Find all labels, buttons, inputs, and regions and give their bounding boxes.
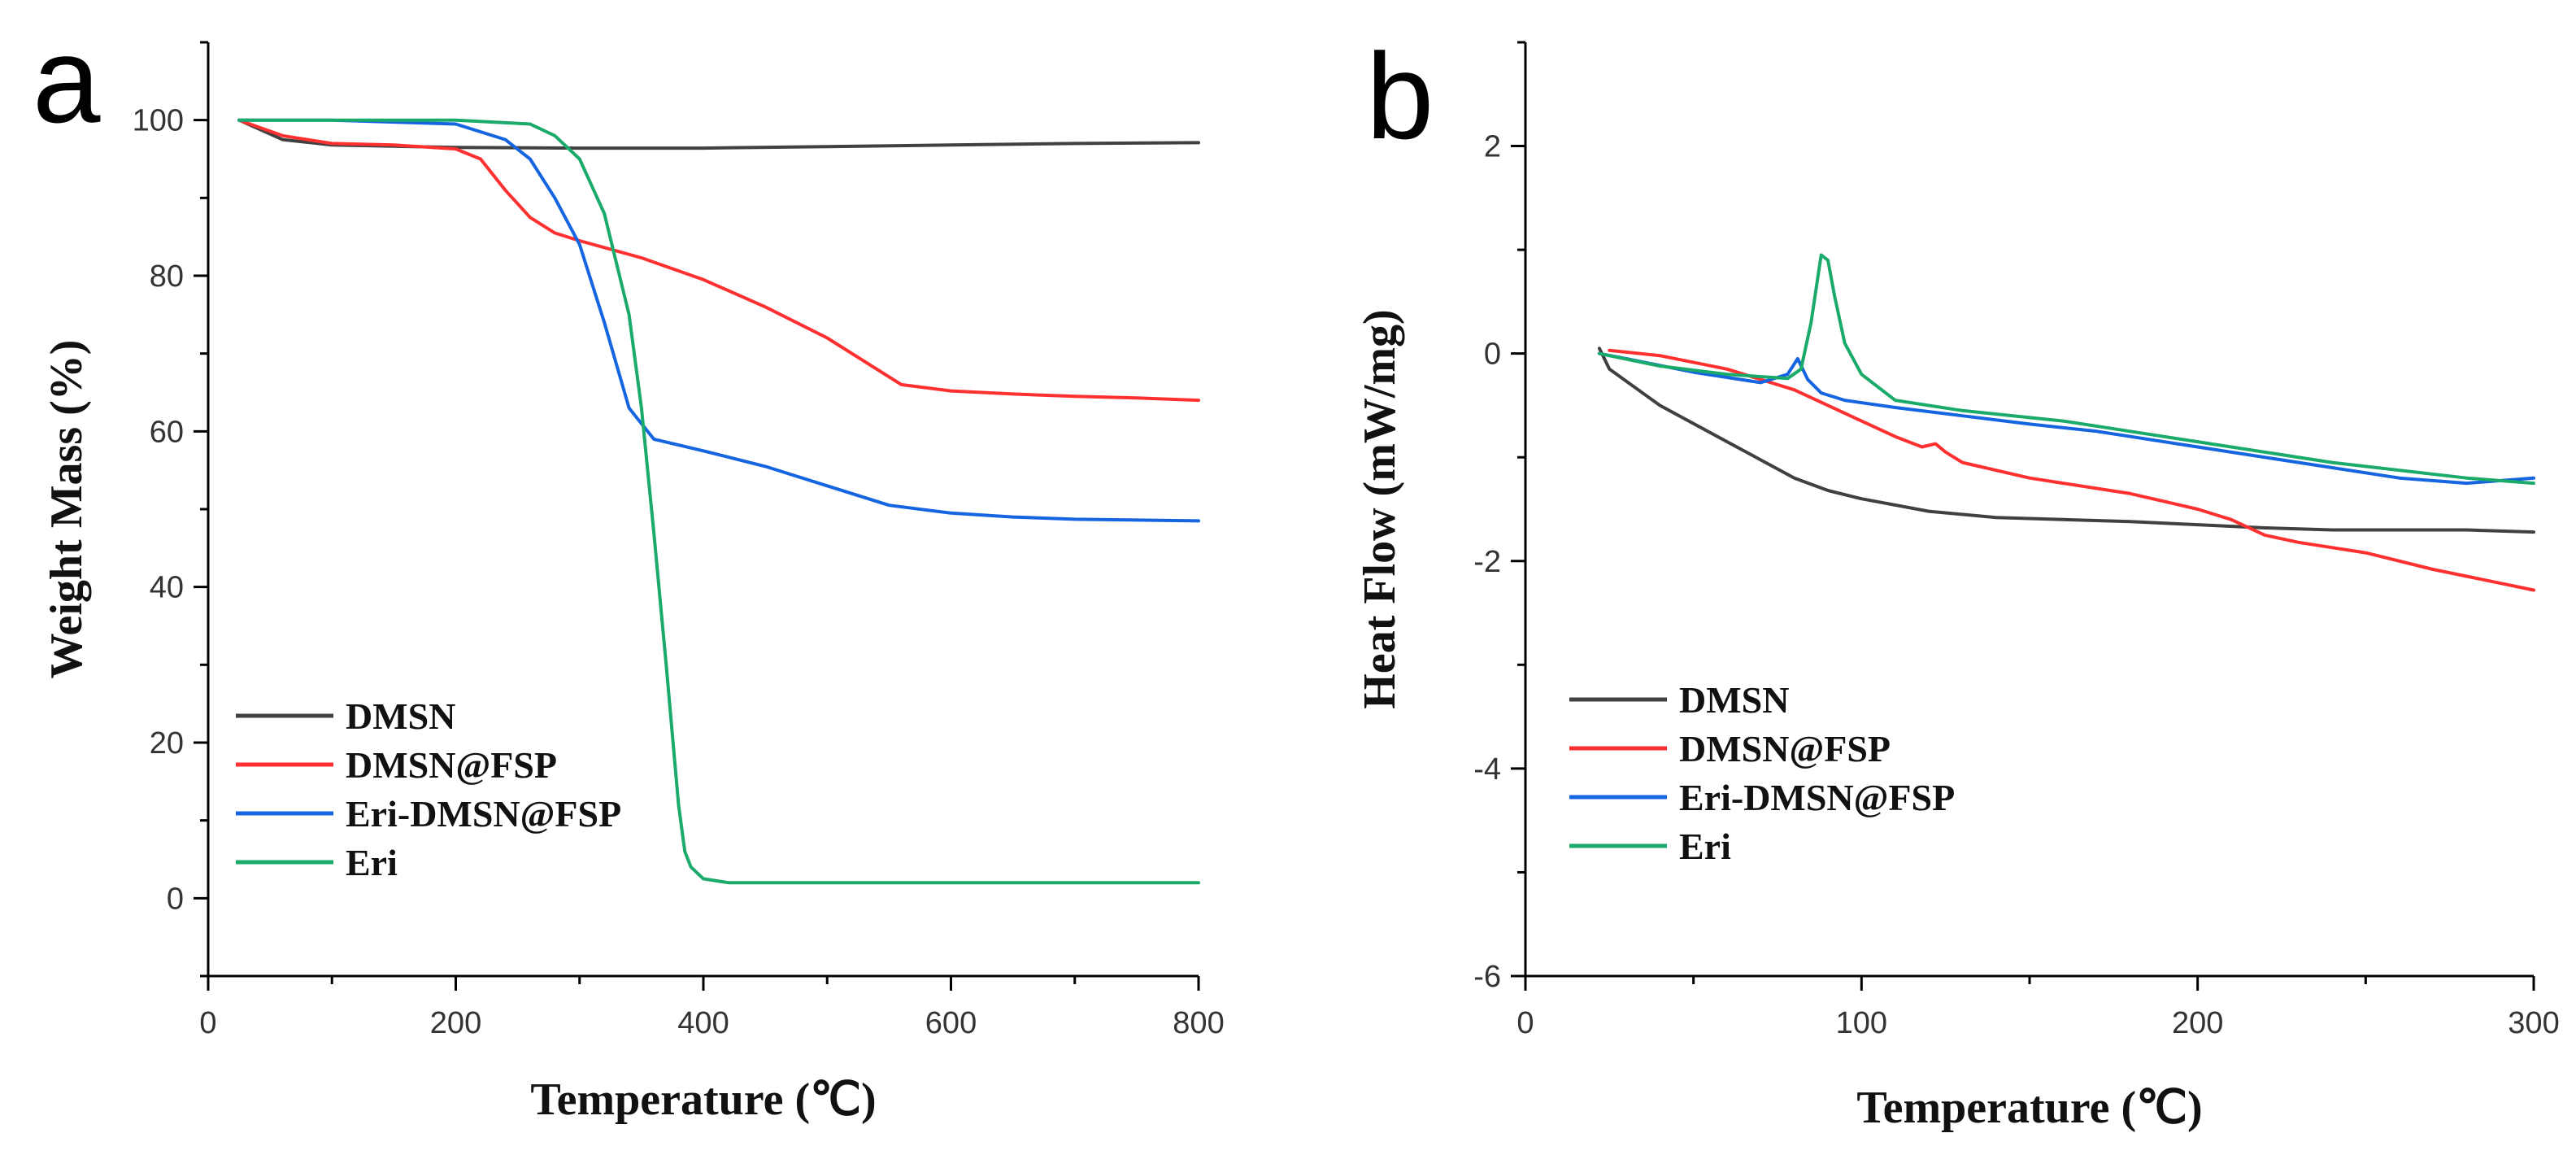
y-tick-label-a: 40 [150, 571, 184, 605]
legend-label-b: Eri [1679, 826, 1731, 867]
x-tick-label-a: 200 [430, 1006, 481, 1040]
series-line-a-eri [237, 118, 1200, 885]
series-line-b-eri [1597, 253, 2535, 486]
y-tick-label-a: 20 [150, 726, 184, 761]
y-tick-label-a: 60 [150, 415, 184, 449]
series-line-a-dmsn-fsp [237, 118, 1200, 403]
legend-label-a: Eri-DMSN@FSP [346, 793, 621, 835]
x-tick-label-b: 0 [1516, 1006, 1534, 1040]
x-tick-label-a: 600 [925, 1006, 977, 1040]
y-tick-label-b: -2 [1473, 545, 1501, 579]
x-tick-label-b: 300 [2508, 1006, 2559, 1040]
y-tick-label-b: -6 [1473, 960, 1501, 994]
panel-a-tga-chart: a 0 200 400 600 800 0 20 40 60 80 100 Temperature (℃… [33, 11, 1225, 1125]
x-axis-title-b: Temperature (℃) [1856, 1083, 2202, 1133]
series-line-b-dmsn-fsp [1608, 348, 2535, 592]
series-line-a-eri-dmsn-fsp [237, 118, 1200, 523]
y-tick-label-b: 0 [1484, 338, 1501, 372]
legend-label-b: DMSN [1679, 679, 1789, 721]
panel-label-b: b [1366, 28, 1434, 164]
panel-b-dsc-chart: b 0 100 200 300 -6 -4 -2 0 2 Temperature (℃) Heat F… [1355, 28, 2560, 1133]
y-axis-title-b: Heat Flow (mW/mg) [1355, 309, 1405, 708]
y-tick-label-b: -4 [1473, 752, 1501, 787]
y-tick-label-b: 2 [1484, 130, 1501, 164]
y-tick-label-a: 0 [167, 882, 184, 916]
x-tick-label-a: 400 [677, 1006, 729, 1040]
legend-label-a: DMSN [346, 695, 455, 737]
legend-label-b: DMSN@FSP [1679, 728, 1891, 769]
y-axis-title-a: Weight Mass (%) [41, 340, 92, 679]
x-tick-label-b: 100 [1836, 1006, 1887, 1040]
x-tick-label-a: 0 [199, 1006, 216, 1040]
x-tick-label-b: 200 [2172, 1006, 2223, 1040]
y-tick-label-a: 80 [150, 259, 184, 294]
y-tick-label-a: 100 [133, 104, 184, 138]
legend-label-a: Eri [346, 842, 398, 883]
series-line-b-dmsn [1597, 346, 2535, 534]
series-line-a-dmsn [237, 118, 1200, 150]
x-tick-label-a: 800 [1173, 1006, 1224, 1040]
panel-label-a: a [33, 11, 101, 148]
legend-label-a: DMSN@FSP [346, 744, 557, 786]
x-axis-title-a: Temperature (℃) [530, 1074, 876, 1125]
series-line-b-eri-dmsn-fsp [1597, 351, 2535, 486]
legend-label-b: Eri-DMSN@FSP [1679, 777, 1955, 818]
